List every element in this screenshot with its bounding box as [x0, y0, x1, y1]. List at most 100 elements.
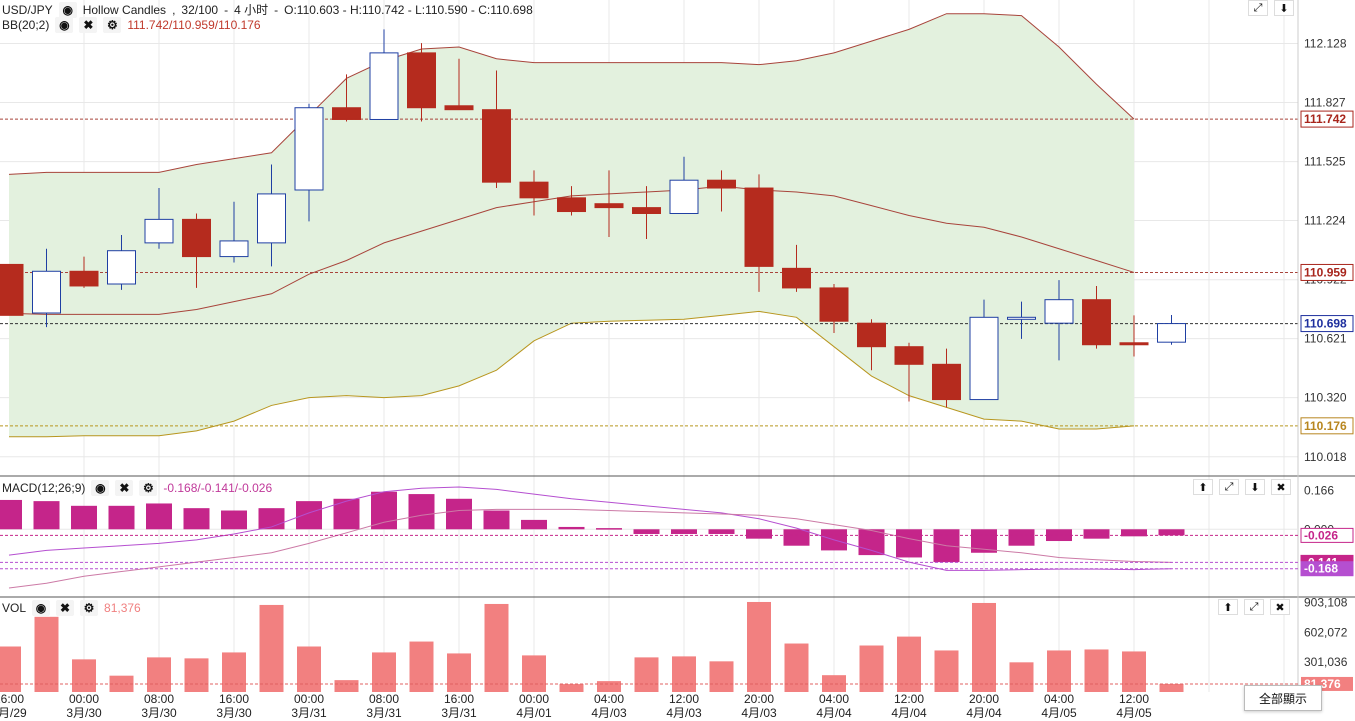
candle-body: [744, 187, 774, 267]
macd-histogram-bar: [1158, 529, 1185, 536]
macd-level-tag: [1300, 527, 1354, 543]
macd-histogram-bar: [333, 498, 360, 530]
candle-body: [294, 107, 324, 191]
close-icon[interactable]: ✖: [1271, 479, 1291, 495]
candle-body: [669, 179, 699, 214]
candle-body: [1007, 316, 1036, 320]
arrow-up-icon[interactable]: ⬆: [1218, 599, 1238, 615]
x-tick-date: 3月/29: [0, 706, 27, 720]
macd-histogram-bar: [746, 529, 772, 539]
gear-icon[interactable]: ⚙: [139, 480, 158, 496]
volume-bar: [447, 653, 471, 692]
macd-histogram-bar: [783, 529, 810, 546]
price-level-tag: [1300, 263, 1354, 281]
x-tick-time: 04:00: [1044, 692, 1074, 706]
vol-y-tick-label: 301,036: [1304, 655, 1348, 669]
macd-line: [8, 486, 1172, 571]
macd-histogram-bar: [0, 499, 22, 530]
price-level-tag: [1300, 110, 1354, 128]
volume-bar: [259, 604, 284, 692]
candle-body: [1119, 342, 1149, 346]
macd-label: MACD(12;26;9): [2, 481, 86, 495]
volume-bar: [297, 646, 321, 692]
close-icon[interactable]: ✖: [115, 480, 134, 496]
x-tick-date: 4月/04: [966, 706, 1002, 720]
vol-y-tick-label: 602,072: [1304, 625, 1348, 639]
macd-histogram-bar: [633, 529, 660, 534]
price-pane-controls: ⤢ ⬇: [1248, 0, 1294, 16]
candle-body: [182, 218, 211, 258]
x-tick-time: 16:00: [444, 692, 474, 706]
macd-histogram-bar: [408, 494, 435, 530]
candle-body: [557, 197, 586, 213]
ohlc-readout: O:110.603 - H:110.742 - L:110.590 - C:11…: [284, 2, 533, 17]
arrow-down-icon[interactable]: ⬇: [1274, 0, 1294, 16]
macd-level-value: -0.168: [1304, 562, 1338, 576]
close-icon[interactable]: ✖: [1270, 599, 1290, 615]
macd-histogram-bar: [71, 505, 97, 530]
y-tick-label: 112.128: [1304, 36, 1347, 50]
expand-icon[interactable]: ⤢: [1248, 0, 1268, 16]
x-tick-time: 16:00: [0, 692, 24, 706]
volume-bar: [147, 657, 171, 692]
volume-bar: [34, 616, 59, 692]
candle-body: [32, 270, 61, 314]
x-tick-time: 08:00: [144, 692, 174, 706]
close-icon[interactable]: ✖: [56, 600, 75, 616]
price-level-value: 111.742: [1304, 112, 1346, 126]
eye-icon[interactable]: ◉: [58, 1, 77, 18]
arrow-up-icon[interactable]: ⬆: [1193, 479, 1213, 495]
candle-body: [407, 52, 436, 109]
price-level-value: 110.176: [1304, 419, 1347, 433]
eye-icon[interactable]: ◉: [32, 600, 51, 616]
candle-body: [932, 363, 961, 401]
candle-body: [482, 109, 511, 183]
close-icon[interactable]: ✖: [79, 17, 98, 33]
x-tick-date: 4月/04: [891, 706, 927, 720]
macd-histogram-bar: [183, 508, 210, 530]
bb-values: 111.742/110.959/110.176: [127, 18, 261, 32]
candle-body: [69, 270, 99, 287]
expand-icon[interactable]: ⤢: [1244, 599, 1264, 615]
gear-icon[interactable]: ⚙: [80, 600, 99, 616]
macd-histogram-bar: [1121, 529, 1147, 537]
price-level-tag: [1300, 315, 1354, 333]
volume-bar: [334, 680, 359, 692]
show-all-button[interactable]: 全部顯示: [1244, 685, 1322, 711]
macd-signal-line: [8, 508, 1172, 589]
x-tick-date: 4月/03: [666, 706, 702, 720]
candle-body: [707, 179, 736, 189]
arrow-down-icon[interactable]: ⬇: [1245, 479, 1265, 495]
x-tick-time: 12:00: [894, 692, 924, 706]
candle-body: [144, 218, 174, 244]
gear-icon[interactable]: ⚙: [103, 17, 122, 33]
bb-label: BB(20;2): [2, 18, 50, 32]
volume-bar: [1084, 649, 1109, 692]
x-tick-date: 4月/05: [1041, 706, 1077, 720]
x-tick-time: 08:00: [369, 692, 399, 706]
eye-icon[interactable]: ◉: [55, 17, 74, 33]
volume-bar: [184, 658, 209, 692]
candle-body: [857, 322, 886, 348]
volume-bar: [484, 603, 509, 692]
macd-histogram-bar: [708, 529, 735, 534]
volume-bar: [1009, 662, 1034, 692]
macd-histogram-bar: [221, 510, 247, 530]
symbol-label: USD/JPY: [2, 2, 53, 17]
volume-bar: [372, 652, 396, 692]
vol-pane-controls: ⬆ ⤢ ✖: [1218, 599, 1290, 615]
x-tick-date: 3月/30: [66, 706, 102, 720]
expand-icon[interactable]: ⤢: [1219, 479, 1239, 495]
macd-histogram-bar: [33, 501, 60, 530]
candle-body: [894, 346, 924, 365]
macd-histogram-bar: [146, 503, 172, 530]
candle-body: [0, 263, 24, 316]
price-level-value: 110.698: [1304, 317, 1347, 331]
x-tick-date: 4月/05: [1116, 706, 1152, 720]
x-tick-date: 4月/03: [741, 706, 777, 720]
x-tick-date: 4月/04: [816, 706, 852, 720]
volume-bar: [522, 655, 546, 692]
x-tick-time: 00:00: [519, 692, 549, 706]
eye-icon[interactable]: ◉: [91, 480, 110, 496]
